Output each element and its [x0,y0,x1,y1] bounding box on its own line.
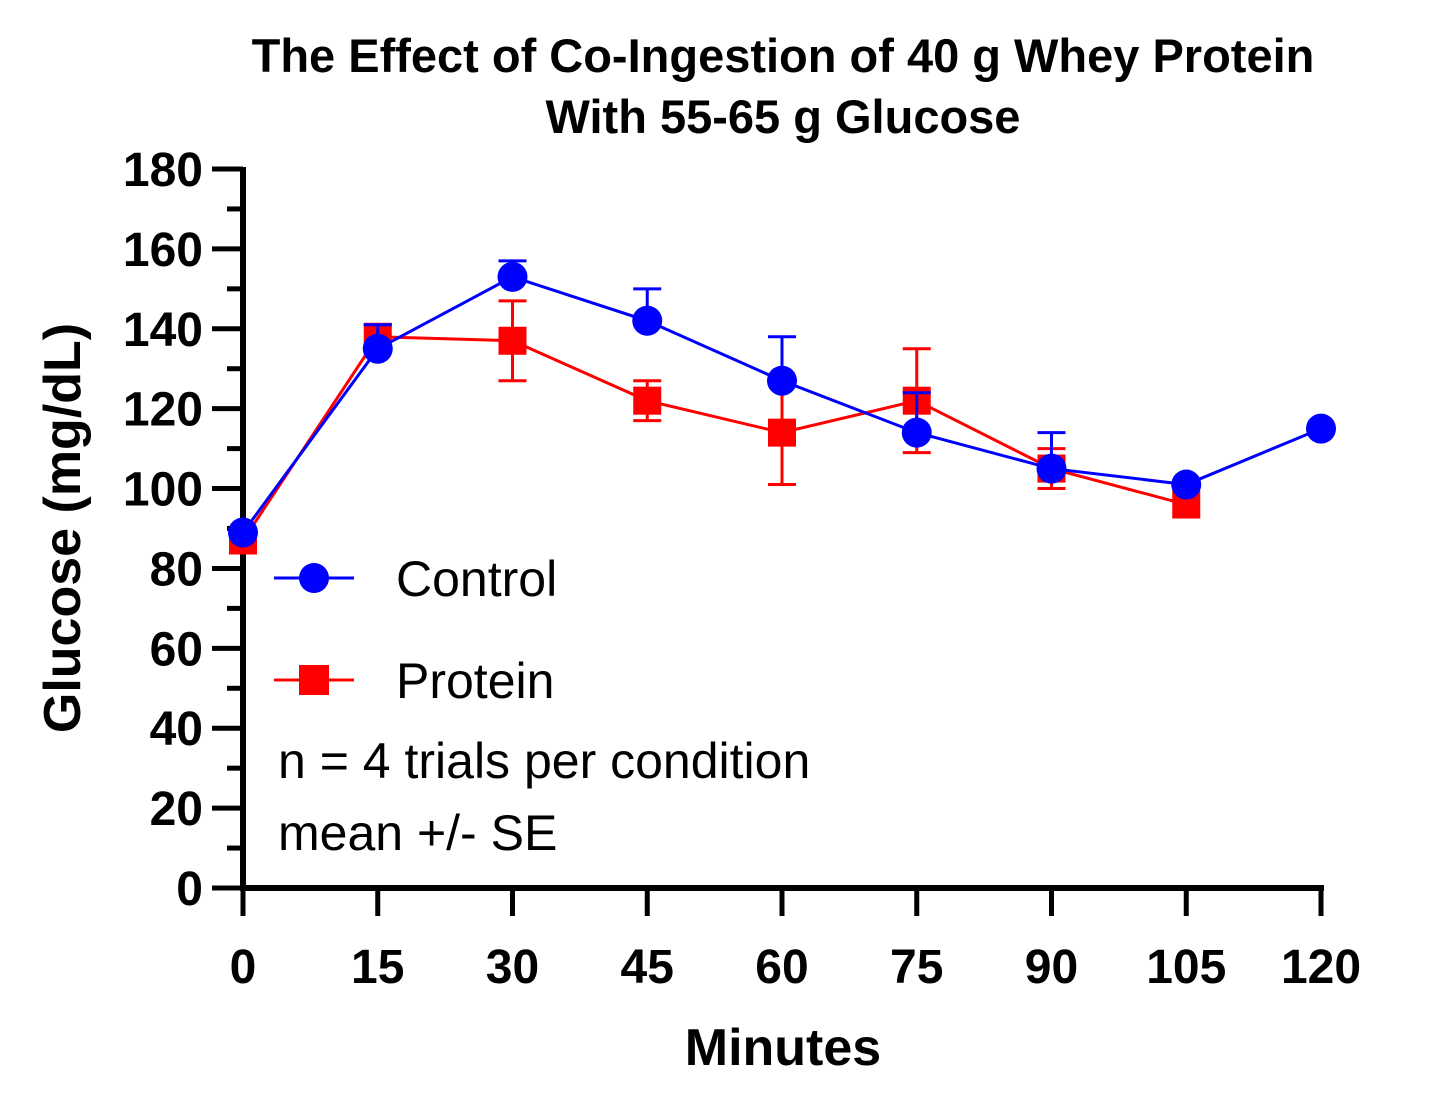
annotation-error-type: mean +/- SE [278,805,557,861]
data-point-control [632,305,663,336]
x-tick-label: 15 [351,941,404,994]
x-tick-label: 105 [1146,941,1226,994]
y-tick-label: 120 [123,384,203,437]
data-point-control [497,261,528,292]
y-tick-label: 60 [150,623,203,676]
legend-marker-control [299,563,329,593]
legend-label-protein: Protein [396,653,554,709]
y-tick-label: 40 [150,703,203,756]
x-tick-label: 75 [890,941,943,994]
x-tick-label: 45 [621,941,674,994]
y-tick-label: 180 [123,144,203,197]
data-point-protein [633,386,662,415]
y-tick-label: 140 [123,304,203,357]
y-tick-label: 80 [150,543,203,596]
annotation-sample-size: n = 4 trials per condition [278,733,810,789]
data-point-control [1171,469,1202,500]
legend-item-control: Control [274,551,557,607]
legend: Control Protein [274,551,557,709]
data-point-control [767,365,797,396]
y-tick-label: 100 [123,464,203,517]
series-line-protein [241,335,1187,542]
chart-title-line-2: With 55-65 g Glucose [546,90,1021,143]
data-point-control [362,333,393,364]
y-axis: 0 20 40 60 80 100 120 140 160 180 [123,144,246,916]
data-point-protein [768,418,796,447]
y-tick-label: 20 [150,783,203,836]
data-point-control [1036,453,1067,484]
x-tick-label: 0 [230,941,257,994]
data-point-control [228,517,258,548]
series-layer [228,259,1336,555]
x-tick-label: 30 [486,941,539,994]
series-control [228,259,1336,548]
x-axis: 0 15 30 45 60 75 90 105 120 [230,885,1361,994]
x-axis-title: Minutes [685,1019,881,1077]
y-tick-label: 160 [123,224,203,277]
x-tick-label: 90 [1025,941,1078,994]
legend-label-control: Control [396,551,557,607]
y-axis-title: Glucose (mg/dL) [34,323,92,733]
legend-marker-protein [299,665,329,695]
legend-item-protein: Protein [274,653,554,709]
chart-title-line-1: The Effect of Co-Ingestion of 40 g Whey … [252,29,1315,82]
y-tick-label: 0 [176,863,203,916]
data-point-protein [498,326,527,355]
x-tick-label: 120 [1281,941,1361,994]
data-point-control [1306,413,1336,444]
x-tick-label: 60 [755,941,808,994]
data-point-control [901,417,932,448]
